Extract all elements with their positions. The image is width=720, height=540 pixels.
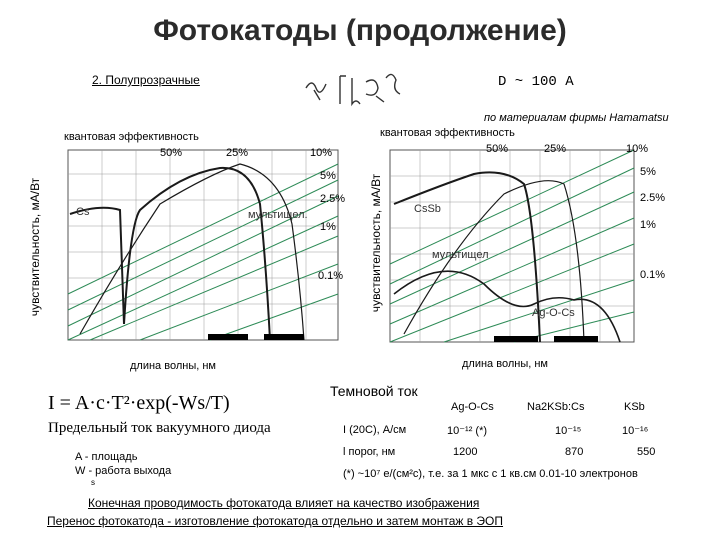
row1-value-ksb: 10⁻¹⁶ <box>622 425 649 437</box>
legend-work-function: W - работа выхода <box>75 465 172 477</box>
right-plot-frame <box>389 149 635 343</box>
col-na2ksb-cs: Na2KSb:Cs <box>527 401 585 413</box>
left-qe-5: 5% <box>320 170 336 182</box>
left-qe-50: 50% <box>160 147 183 159</box>
row2-label: l порог, нм <box>343 446 396 458</box>
dark-current-footnote: (*) ~10⁷ e/(см²с), т.е. за 1 мкс с 1 кв.… <box>343 468 638 480</box>
col-ag-o-cs: Ag-O-Cs <box>451 401 494 413</box>
right-curve-cssb <box>393 171 541 343</box>
right-visible-band <box>494 336 538 342</box>
right-qe-2-5: 2.5% <box>640 192 666 204</box>
legend-work-function-sub: s <box>91 478 95 487</box>
hamamatsu-note: по материалам фирмы Hamamatsu <box>484 112 669 124</box>
right-qe-5: 5% <box>640 166 656 178</box>
d-thickness-label: D ~ 100 A <box>498 74 574 90</box>
right-x-axis-label: длина волны, нм <box>462 358 548 370</box>
left-visible-band <box>208 334 248 340</box>
right-curve-multialkali <box>403 180 585 343</box>
row2-value-ksb: 550 <box>637 446 656 458</box>
bottom-line-conductivity: Конечная проводимость фотокатода влияет … <box>88 496 480 510</box>
right-grid <box>390 150 634 342</box>
handwriting-glyphs <box>305 73 401 107</box>
page-title: Фотокатоды (продолжение) <box>153 14 567 47</box>
right-qe-0-1: 0.1% <box>640 269 666 281</box>
right-y-axis-label: чувствительность, мА/Вт <box>369 173 383 313</box>
left-qe-lines <box>67 163 339 341</box>
right-qe-1: 1% <box>640 219 656 231</box>
right-curve-label-multi: мультищел <box>432 249 489 261</box>
dark-current-heading: Темновой ток <box>330 383 418 399</box>
left-y-axis-label: чувствительность, мА/Вт <box>28 177 42 317</box>
right-curve-agocs <box>393 270 621 343</box>
right-qe-25: 25% <box>544 143 567 155</box>
row1-label: I (20С), А/см <box>343 424 407 436</box>
left-x-axis-label: длина волны, нм <box>130 360 216 372</box>
left-spectral-chart <box>67 149 339 341</box>
right-spectral-chart <box>389 149 635 343</box>
left-qe-0-1: 0.1% <box>318 270 344 282</box>
row1-value-ag-o-cs: 10⁻¹² (*) <box>447 425 488 437</box>
row1-value-na2ksb: 10⁻¹⁵ <box>555 425 582 437</box>
formula-note: Предельный ток вакуумного диода <box>48 420 271 436</box>
left-curve-label-multi: мультищел. <box>248 209 308 221</box>
left-visible-band-2 <box>264 334 304 340</box>
right-qe-50: 50% <box>486 143 509 155</box>
bottom-line-transfer: Перенос фотокатода - изготовление фотока… <box>47 514 504 528</box>
row2-value-ag-o-cs: 1200 <box>453 446 478 458</box>
legend-area: A - площадь <box>75 451 138 463</box>
left-qe-10: 10% <box>310 147 333 159</box>
left-curve-multialkali <box>79 163 305 341</box>
section-label: 2. Полупрозрачные <box>92 73 200 87</box>
left-qe-2-5: 2.5% <box>320 193 346 205</box>
right-curve-label-cssb: CsSb <box>414 203 441 215</box>
row2-value-na2ksb: 870 <box>565 446 584 458</box>
right-curve-label-agocs: Ag-O-Cs <box>532 307 575 319</box>
right-visible-band-2 <box>554 336 598 342</box>
richardson-formula: I = A·c·T²·exp(-Ws/T) <box>48 392 230 414</box>
left-curve-label-cs: Cs <box>76 206 90 218</box>
right-qe-10: 10% <box>626 143 649 155</box>
left-curve-main <box>69 166 271 341</box>
left-qe-title: квантовая эффективность <box>64 131 199 143</box>
col-ksb: KSb <box>624 401 645 413</box>
right-qe-title: квантовая эффективность <box>380 127 515 139</box>
left-qe-1: 1% <box>320 221 336 233</box>
left-qe-25: 25% <box>226 147 249 159</box>
